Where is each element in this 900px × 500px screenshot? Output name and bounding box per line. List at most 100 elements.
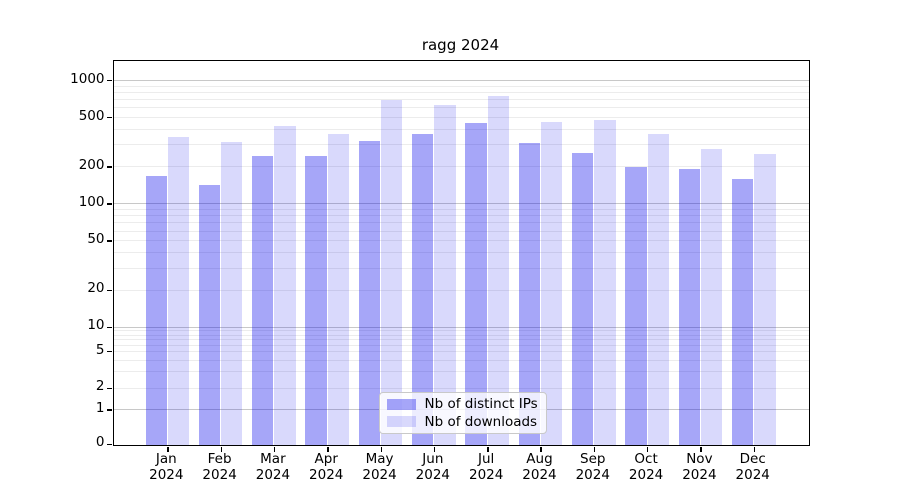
x-axis-tick-label: Jan 2024 xyxy=(149,451,184,483)
gridline-minor xyxy=(113,107,809,109)
x-axis-tick xyxy=(540,446,542,452)
legend-row-downloads: Nb of downloads xyxy=(386,413,539,430)
gridline-minor xyxy=(113,330,809,332)
gridline-major xyxy=(113,203,809,205)
bar-downloads-aug xyxy=(540,122,563,445)
bar-downloads-jul xyxy=(487,96,509,445)
gridline-minor xyxy=(113,208,809,210)
x-axis-tick-label: May 2024 xyxy=(362,451,397,483)
legend-label-distinct-ips: Nb of distinct IPs xyxy=(424,396,538,413)
x-axis-tick-label: Feb 2024 xyxy=(202,451,237,483)
y-axis-tick xyxy=(107,387,112,390)
y-axis-tick xyxy=(107,80,112,82)
bar-downloads-oct xyxy=(647,134,669,445)
gridline-minor xyxy=(113,215,809,217)
bar-downloads-feb xyxy=(221,142,243,445)
x-axis-tick-label: Mar 2024 xyxy=(255,451,291,483)
gridline-minor xyxy=(113,129,809,131)
chart-title: ragg 2024 xyxy=(421,36,500,54)
x-axis-tick xyxy=(327,446,329,452)
y-axis-tick-label: 20 xyxy=(87,280,105,297)
y-axis-tick-label: 1 xyxy=(95,399,105,416)
x-axis-tick xyxy=(167,446,169,452)
bar-distinct-ips-jan xyxy=(145,176,167,445)
gridline-minor xyxy=(113,240,809,242)
bar-distinct-ips-oct xyxy=(625,166,647,445)
gridline-minor xyxy=(113,166,809,168)
x-axis-tick xyxy=(273,446,276,452)
gridline-minor xyxy=(113,359,809,361)
y-axis-tick xyxy=(107,166,112,168)
y-axis-tick xyxy=(107,203,112,205)
gridline-minor xyxy=(113,344,809,346)
bar-distinct-ips-jul xyxy=(465,123,487,445)
x-axis-tick-label: Nov 2024 xyxy=(682,451,717,483)
x-axis-tick-label: Apr 2024 xyxy=(309,451,344,483)
x-axis-tick xyxy=(433,446,436,452)
plot-area xyxy=(107,60,810,452)
legend-label-downloads: Nb of downloads xyxy=(424,413,538,430)
y-axis-tick-label: 10 xyxy=(87,317,105,334)
x-axis-tick xyxy=(487,446,489,452)
bar-distinct-ips-jun xyxy=(412,134,434,445)
legend-swatch-downloads xyxy=(386,416,416,428)
bar-distinct-ips-feb xyxy=(198,184,221,445)
gridline-minor xyxy=(113,230,809,232)
bar-distinct-ips-apr xyxy=(305,155,327,445)
bar-distinct-ips-aug xyxy=(518,143,540,445)
y-axis-tick-label: 2 xyxy=(95,378,105,395)
x-axis-tick xyxy=(700,446,702,452)
y-axis-tick xyxy=(107,409,112,411)
gridline-minor xyxy=(113,252,809,254)
bar-downloads-may xyxy=(381,99,403,445)
x-axis-tick xyxy=(647,446,649,452)
gridline-minor xyxy=(113,339,809,341)
gridline-minor xyxy=(113,91,809,93)
y-axis-tick-label: 0 xyxy=(95,434,105,450)
y-axis-tick-label: 50 xyxy=(87,230,105,247)
y-axis-tick-label: 100 xyxy=(78,193,105,210)
bar-distinct-ips-nov xyxy=(678,168,700,445)
y-axis-tick xyxy=(107,117,112,119)
x-axis-tick-label: Oct 2024 xyxy=(628,451,664,483)
legend-box: Nb of distinct IPs Nb of downloads xyxy=(378,392,547,434)
bar-distinct-ips-may xyxy=(358,141,381,445)
x-axis-tick-label: Aug 2024 xyxy=(522,451,557,483)
gridline-minor xyxy=(113,117,809,119)
bar-distinct-ips-mar xyxy=(252,155,274,445)
gridline-minor xyxy=(113,334,809,336)
gridline-minor xyxy=(113,144,809,146)
gridline-minor xyxy=(113,99,809,101)
bar-distinct-ips-sep xyxy=(571,153,594,445)
bar-distinct-ips-dec xyxy=(731,178,754,445)
legend-row-distinct-ips: Nb of distinct IPs xyxy=(386,396,539,413)
x-axis-tick-label: Sep 2024 xyxy=(575,451,610,483)
y-axis-tick-label: 5 xyxy=(95,341,105,358)
legend-swatch-distinct-ips xyxy=(386,398,416,410)
bar-downloads-nov xyxy=(700,149,723,445)
gridline-minor xyxy=(113,267,809,269)
y-axis-tick xyxy=(107,289,112,292)
x-axis-tick-label: Jul 2024 xyxy=(468,451,504,483)
gridline-minor xyxy=(113,371,809,373)
y-axis-tick-label: 1000 xyxy=(70,70,105,87)
bar-downloads-jun xyxy=(434,104,456,445)
x-axis-tick xyxy=(380,446,382,452)
x-axis-tick xyxy=(593,446,596,452)
gridline-minor xyxy=(113,222,809,224)
y-axis-tick xyxy=(107,240,112,242)
bar-downloads-dec xyxy=(754,154,776,445)
y-axis-tick-label: 500 xyxy=(78,107,105,124)
gridline-major xyxy=(113,80,809,81)
x-axis-tick-label: Jun 2024 xyxy=(415,451,451,483)
gridline-minor xyxy=(113,289,809,291)
x-axis-tick xyxy=(220,446,222,452)
gridline-major xyxy=(113,326,809,328)
bar-downloads-mar xyxy=(274,125,296,445)
x-axis-tick-label: Dec 2024 xyxy=(735,451,770,483)
bar-downloads-jan xyxy=(167,136,190,445)
y-axis-tick xyxy=(107,443,112,445)
gridline-minor xyxy=(113,387,809,389)
x-axis-tick xyxy=(753,446,756,452)
